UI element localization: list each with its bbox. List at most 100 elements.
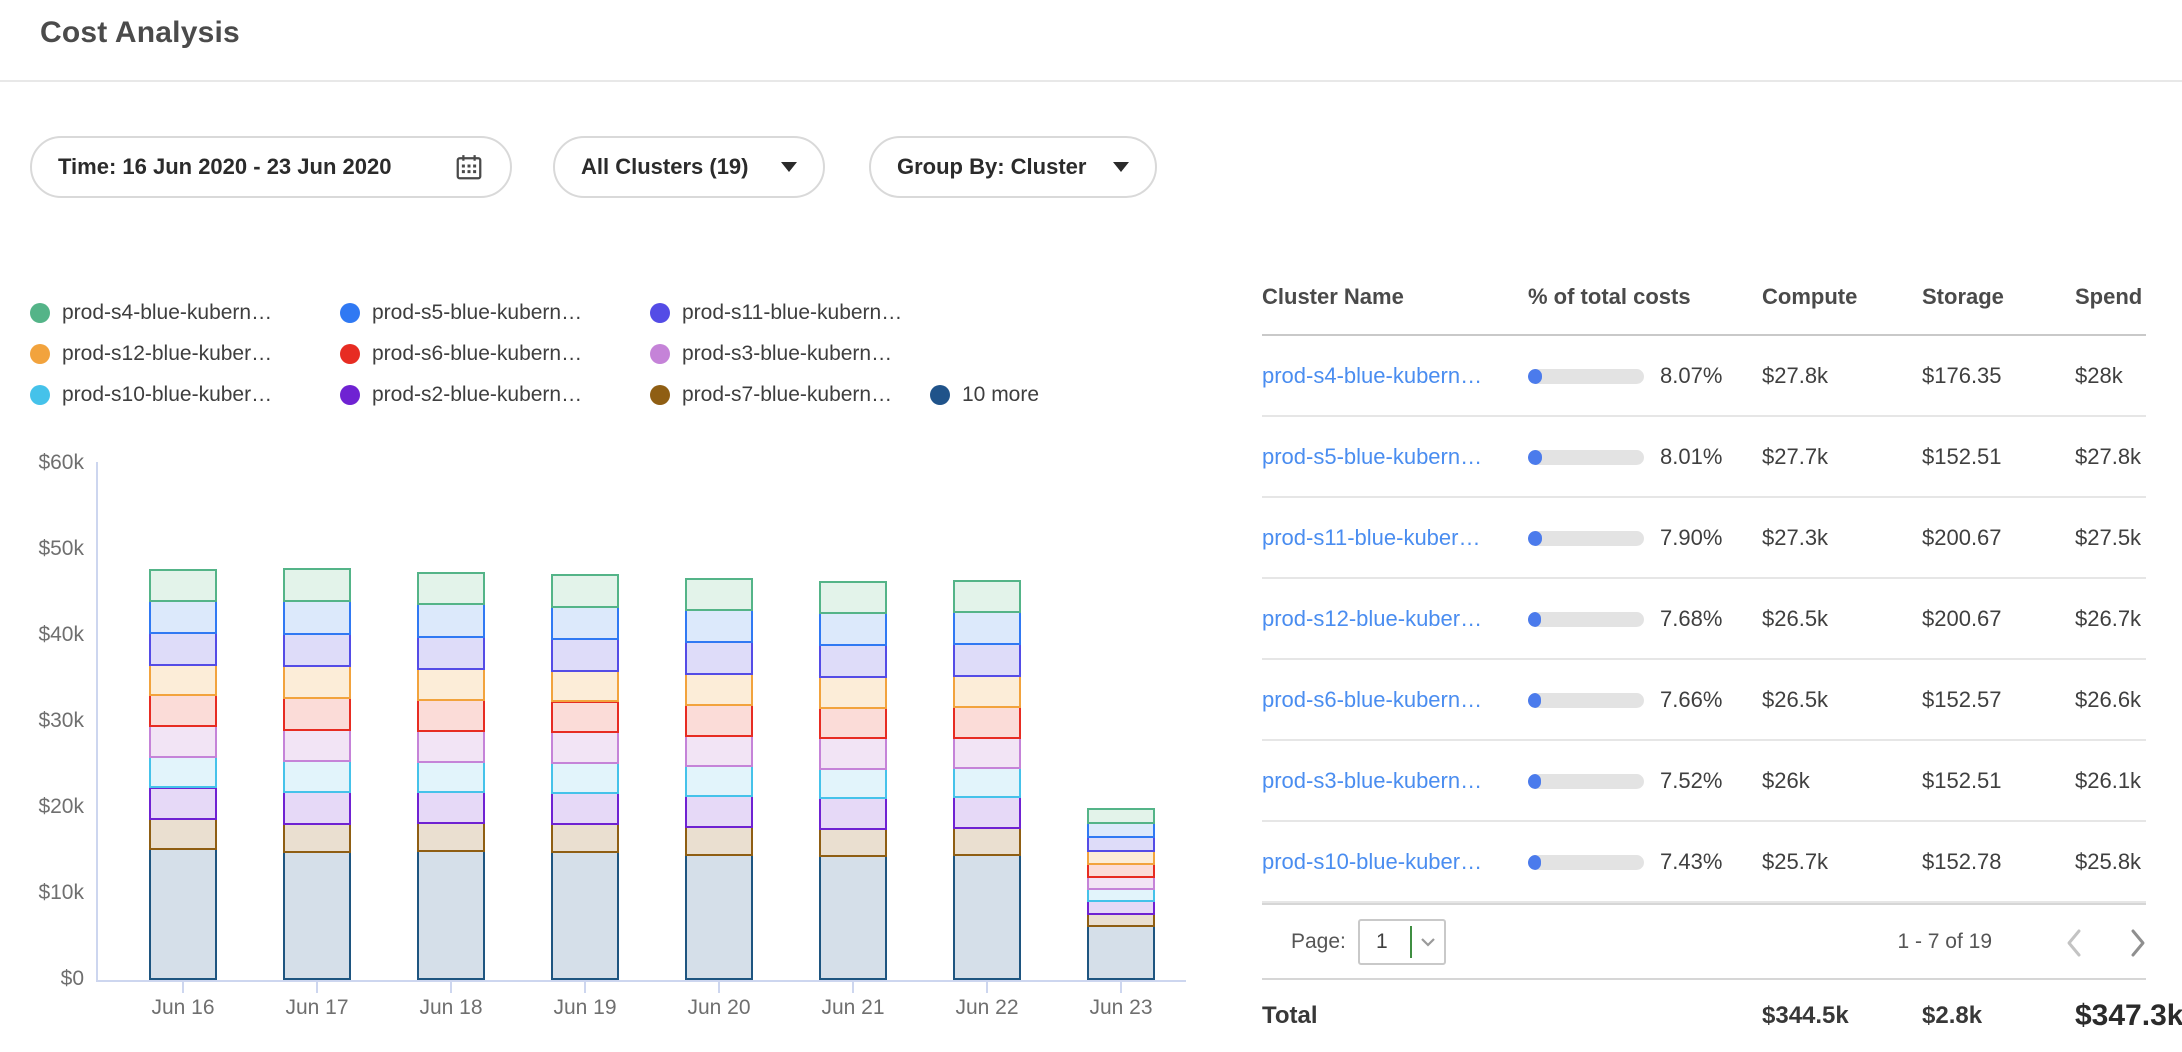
- chart-bar-segment[interactable]: [953, 643, 1021, 677]
- chart-bar-segment[interactable]: [819, 768, 887, 799]
- chart-bar-segment[interactable]: [685, 609, 753, 643]
- next-page-button[interactable]: [2118, 923, 2158, 963]
- chart-bar-segment[interactable]: [551, 701, 619, 734]
- chart-bar-segment[interactable]: [685, 578, 753, 611]
- chart-bar-segment[interactable]: [417, 791, 485, 824]
- chart-bar-segment[interactable]: [953, 580, 1021, 613]
- cluster-name-link[interactable]: prod-s10-blue-kuber…: [1262, 822, 1482, 901]
- chart-bar-segment[interactable]: [1087, 888, 1155, 902]
- chart-bar-segment[interactable]: [149, 787, 217, 821]
- chart-bar-segment[interactable]: [417, 668, 485, 701]
- chart-bar-segment[interactable]: [551, 638, 619, 672]
- chart-bar-segment[interactable]: [551, 731, 619, 763]
- chart-bar-segment[interactable]: [953, 706, 1021, 739]
- chart-bar-segment[interactable]: [551, 792, 619, 825]
- cluster-name-link[interactable]: prod-s4-blue-kubern…: [1262, 336, 1482, 415]
- chart-bar-segment[interactable]: [283, 600, 351, 635]
- chart-bar-segment[interactable]: [149, 632, 217, 666]
- legend-item[interactable]: prod-s11-blue-kubern…: [650, 300, 902, 326]
- chart-bar-segment[interactable]: [417, 850, 485, 980]
- chart-bar-segment[interactable]: [819, 644, 887, 678]
- chart-bar-segment[interactable]: [283, 665, 351, 699]
- chart-bar-segment[interactable]: [819, 828, 887, 858]
- legend-item[interactable]: prod-s12-blue-kuber…: [30, 341, 272, 367]
- chart-bar-segment[interactable]: [953, 675, 1021, 708]
- chart-bar-segment[interactable]: [283, 633, 351, 668]
- chart-bar-segment[interactable]: [551, 670, 619, 703]
- cluster-name-link[interactable]: prod-s12-blue-kuber…: [1262, 579, 1482, 658]
- chart-bar-segment[interactable]: [283, 568, 351, 602]
- chart-bar-segment[interactable]: [953, 827, 1021, 857]
- chart-bar-segment[interactable]: [149, 725, 217, 758]
- previous-page-button[interactable]: [2054, 923, 2094, 963]
- chart-bar-segment[interactable]: [283, 697, 351, 731]
- chart-bar-segment[interactable]: [1087, 822, 1155, 839]
- cluster-name-link[interactable]: prod-s3-blue-kubern…: [1262, 741, 1482, 820]
- chart-bar-segment[interactable]: [149, 756, 217, 788]
- chart-bar-segment[interactable]: [417, 822, 485, 852]
- chart-bar-segment[interactable]: [953, 611, 1021, 645]
- chart-bar-segment[interactable]: [149, 569, 217, 602]
- legend-item[interactable]: prod-s3-blue-kubern…: [650, 341, 892, 367]
- chart-bar-segment[interactable]: [1087, 876, 1155, 890]
- cluster-name-link[interactable]: prod-s11-blue-kuber…: [1262, 498, 1480, 577]
- chart-bar-segment[interactable]: [1087, 913, 1155, 927]
- clusters-filter-button[interactable]: All Clusters (19): [553, 136, 825, 198]
- chart-bar-segment[interactable]: [819, 797, 887, 830]
- legend-item[interactable]: prod-s5-blue-kubern…: [340, 300, 582, 326]
- chart-bar-segment[interactable]: [149, 694, 217, 727]
- chart-bar-segment[interactable]: [819, 676, 887, 709]
- chart-bar-segment[interactable]: [283, 823, 351, 853]
- chart-bar-segment[interactable]: [953, 796, 1021, 829]
- chart-bar-segment[interactable]: [685, 765, 753, 797]
- legend-item[interactable]: prod-s2-blue-kubern…: [340, 382, 582, 408]
- cluster-name-link[interactable]: prod-s5-blue-kubern…: [1262, 417, 1482, 496]
- chart-bar-segment[interactable]: [953, 767, 1021, 798]
- chart-bar-segment[interactable]: [417, 730, 485, 763]
- chart-bar-segment[interactable]: [417, 572, 485, 606]
- chart-bar-segment[interactable]: [283, 760, 351, 793]
- chart-bar-segment[interactable]: [417, 699, 485, 732]
- chart-bar-segment[interactable]: [1087, 850, 1155, 865]
- chart-bar-segment[interactable]: [417, 761, 485, 793]
- chart-bar-segment[interactable]: [149, 600, 217, 634]
- chart-bar-segment[interactable]: [149, 818, 217, 849]
- chart-bar-segment[interactable]: [551, 823, 619, 853]
- chart-bar-segment[interactable]: [819, 612, 887, 646]
- chart-bar-segment[interactable]: [149, 848, 217, 980]
- chart-bar-segment[interactable]: [417, 603, 485, 638]
- chart-bar-segment[interactable]: [685, 704, 753, 737]
- chart-bar-segment[interactable]: [551, 606, 619, 640]
- legend-item[interactable]: 10 more: [930, 382, 1039, 408]
- chart-bar-segment[interactable]: [149, 664, 217, 697]
- chart-bar-segment[interactable]: [1087, 863, 1155, 878]
- chart-bar-segment[interactable]: [685, 735, 753, 767]
- chart-bar-segment[interactable]: [685, 854, 753, 980]
- legend-item[interactable]: prod-s7-blue-kubern…: [650, 382, 892, 408]
- chart-bar-segment[interactable]: [953, 854, 1021, 980]
- chart-bar-segment[interactable]: [1087, 836, 1155, 852]
- chart-bar-segment[interactable]: [685, 795, 753, 828]
- chart-bar-segment[interactable]: [819, 581, 887, 614]
- chart-bar-segment[interactable]: [417, 636, 485, 670]
- chart-bar-segment[interactable]: [283, 851, 351, 980]
- chart-bar-segment[interactable]: [819, 855, 887, 980]
- chart-bar-segment[interactable]: [1087, 808, 1155, 824]
- chart-bar-segment[interactable]: [551, 851, 619, 980]
- chart-bar-segment[interactable]: [953, 737, 1021, 769]
- chart-bar-segment[interactable]: [819, 737, 887, 769]
- legend-item[interactable]: prod-s10-blue-kuber…: [30, 382, 272, 408]
- chart-bar-segment[interactable]: [685, 673, 753, 706]
- chart-bar-segment[interactable]: [551, 762, 619, 794]
- chart-bar-segment[interactable]: [685, 641, 753, 675]
- chart-bar-segment[interactable]: [1087, 925, 1155, 980]
- chart-bar-segment[interactable]: [685, 826, 753, 856]
- legend-item[interactable]: prod-s4-blue-kubern…: [30, 300, 272, 326]
- chart-bar-segment[interactable]: [283, 729, 351, 762]
- time-range-filter-button[interactable]: Time: 16 Jun 2020 - 23 Jun 2020: [30, 136, 512, 198]
- group-by-filter-button[interactable]: Group By: Cluster: [869, 136, 1157, 198]
- chart-bar-segment[interactable]: [551, 574, 619, 608]
- page-select[interactable]: 1: [1358, 919, 1446, 965]
- chart-bar-segment[interactable]: [283, 791, 351, 825]
- legend-item[interactable]: prod-s6-blue-kubern…: [340, 341, 582, 367]
